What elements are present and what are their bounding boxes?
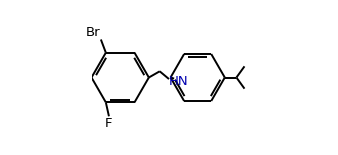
Text: F: F (105, 117, 113, 130)
Text: Br: Br (86, 26, 100, 39)
Text: HN: HN (169, 75, 188, 88)
